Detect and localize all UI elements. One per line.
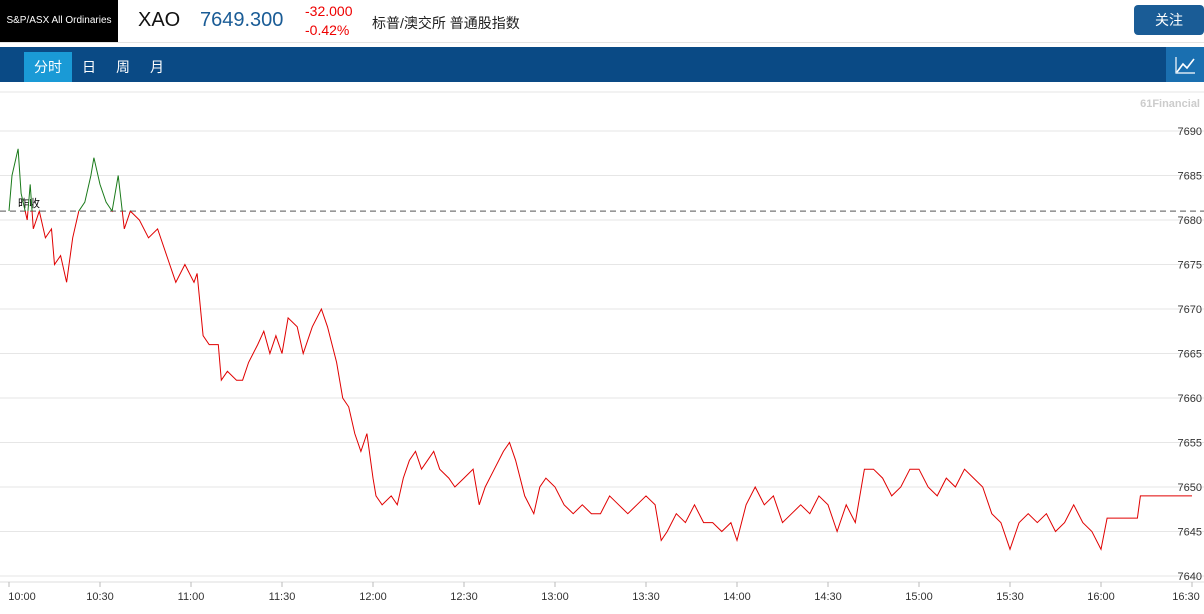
x-tick-label: 13:00 [541, 591, 569, 603]
y-tick-label: 7660 [1178, 393, 1202, 405]
logo: S&P/ASX All Ordinaries [0, 0, 118, 42]
x-tick-label: 10:30 [86, 591, 114, 603]
follow-button[interactable]: 关注 [1134, 5, 1204, 35]
y-tick-label: 7650 [1178, 482, 1202, 494]
price: 7649.300 [200, 9, 284, 31]
x-tick-label: 16:00 [1087, 591, 1115, 603]
change-percent: -0.42% [305, 22, 350, 38]
x-tick-label: 11:00 [178, 591, 205, 603]
price-line [8, 148, 1192, 551]
y-tick-label: 7655 [1178, 438, 1202, 450]
x-tick-label: 10:00 [8, 591, 36, 603]
x-tick-label: 15:00 [905, 591, 933, 603]
x-tick-label: 14:30 [814, 591, 842, 603]
tab[interactable]: 分时 [24, 52, 72, 82]
chart: 61Financial 7640 7645 7650 7655 7660 7665 7670… [0, 91, 1204, 603]
tab-bar: 分时 日 周 月 [0, 47, 1204, 82]
chart-icon-button[interactable] [1166, 47, 1204, 82]
tab[interactable]: 周 [116, 59, 130, 75]
tab[interactable]: 日 [82, 59, 96, 75]
y-tick-label: 7680 [1178, 215, 1202, 227]
y-tick-label: 7645 [1178, 527, 1202, 539]
x-tick-label: 12:30 [450, 591, 478, 603]
x-tick-label: 11:30 [269, 591, 296, 603]
y-tick-label: 7690 [1178, 126, 1202, 138]
watermark: 61Financial [1140, 98, 1200, 110]
x-tick-label: 13:30 [632, 591, 660, 603]
x-tick-label: 12:00 [359, 591, 387, 603]
tab[interactable]: 月 [150, 59, 164, 75]
x-tick-label: 16:30 [1172, 591, 1200, 603]
description: 标普/澳交所 普通股指数 [372, 15, 520, 31]
x-tick-label: 15:30 [996, 591, 1024, 603]
y-tick-label: 7665 [1178, 349, 1202, 361]
y-tick-label: 7670 [1178, 304, 1202, 316]
header: S&P/ASX All Ordinaries XAO 7649.300 -32.… [0, 0, 1204, 43]
y-tick-label: 7685 [1178, 171, 1202, 183]
change: -32.000 [305, 3, 353, 19]
chart-icon [1175, 57, 1195, 74]
symbol: XAO [138, 9, 181, 31]
y-tick-label: 7675 [1178, 260, 1202, 272]
x-tick-label: 14:00 [723, 591, 751, 603]
y-tick-label: 7640 [1178, 571, 1202, 583]
